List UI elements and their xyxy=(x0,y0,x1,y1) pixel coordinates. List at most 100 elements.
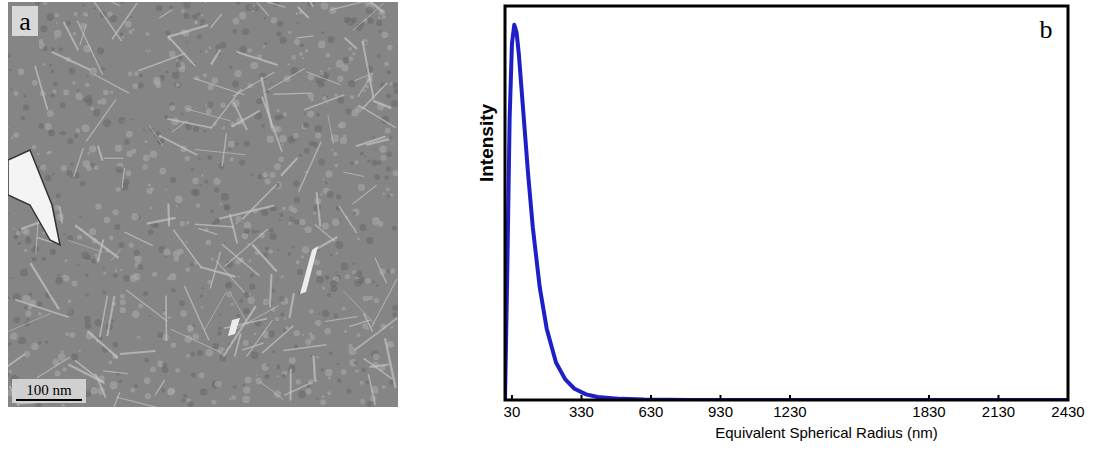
bright-particle xyxy=(8,150,60,245)
grain xyxy=(79,215,82,218)
y-axis-title: Intensity xyxy=(476,104,497,183)
grain xyxy=(348,47,352,51)
grain xyxy=(79,350,81,352)
grain xyxy=(85,323,92,330)
fiber xyxy=(268,69,305,90)
grain xyxy=(345,274,350,279)
grain xyxy=(338,123,343,128)
grain xyxy=(202,288,204,290)
grain xyxy=(282,207,286,211)
grain xyxy=(83,12,88,17)
grain xyxy=(245,376,252,383)
panel-label: a xyxy=(19,7,31,36)
grain xyxy=(20,269,28,277)
fiber xyxy=(304,95,344,110)
x-tick xyxy=(580,395,582,400)
grain xyxy=(356,270,363,277)
fiber xyxy=(366,139,389,145)
x-tick-label: 330 xyxy=(569,403,594,420)
grain xyxy=(159,168,166,175)
grain xyxy=(101,67,105,71)
grain xyxy=(118,379,122,383)
grain xyxy=(233,17,240,24)
grain xyxy=(131,213,139,221)
grain xyxy=(8,53,11,57)
grain xyxy=(86,75,88,77)
grain xyxy=(192,178,199,185)
grain xyxy=(53,90,57,94)
grain xyxy=(366,237,373,244)
grain xyxy=(14,316,21,323)
grain xyxy=(134,71,139,76)
grain xyxy=(14,91,19,96)
grain xyxy=(48,130,55,137)
grain xyxy=(165,189,167,191)
grain xyxy=(168,128,170,130)
grain xyxy=(336,194,341,199)
grain xyxy=(73,32,77,36)
grain xyxy=(18,242,21,245)
grain xyxy=(186,125,192,131)
grain xyxy=(168,316,171,319)
grain xyxy=(280,313,284,317)
grain xyxy=(103,89,109,95)
grain xyxy=(144,377,151,384)
grain xyxy=(310,355,312,357)
fiber xyxy=(284,345,327,351)
grain xyxy=(256,98,262,104)
fiber xyxy=(339,206,357,234)
grain xyxy=(120,299,126,305)
grain xyxy=(393,82,399,88)
grain xyxy=(122,36,125,39)
grain xyxy=(132,29,135,32)
grain xyxy=(318,80,325,87)
grain xyxy=(262,363,269,370)
grain xyxy=(67,170,72,175)
grain xyxy=(392,312,397,317)
grain xyxy=(294,197,300,203)
grain xyxy=(138,304,143,309)
grain xyxy=(392,345,394,347)
grain xyxy=(23,104,29,110)
grain xyxy=(392,226,397,231)
grain xyxy=(352,212,356,216)
grain xyxy=(271,82,273,84)
grain xyxy=(299,219,305,225)
grain xyxy=(183,394,187,398)
grain xyxy=(320,399,326,405)
grain xyxy=(354,160,358,164)
fiber xyxy=(358,105,395,127)
grain xyxy=(176,205,178,207)
fiber xyxy=(242,343,264,350)
grain xyxy=(329,7,336,14)
fiber xyxy=(200,267,235,277)
grain xyxy=(38,312,42,316)
fiber xyxy=(290,369,292,401)
grain xyxy=(347,18,355,26)
fiber xyxy=(75,225,118,258)
grain xyxy=(134,384,138,388)
fiber xyxy=(211,50,220,65)
grain xyxy=(268,331,275,338)
grain xyxy=(335,241,343,249)
grain xyxy=(187,401,193,407)
grain xyxy=(77,234,82,239)
grain xyxy=(387,195,390,198)
grain xyxy=(297,22,299,24)
grain xyxy=(242,383,245,386)
grain xyxy=(107,11,112,16)
grain xyxy=(288,252,292,256)
grain xyxy=(309,332,312,335)
grain xyxy=(176,62,181,67)
grain xyxy=(387,45,393,51)
grain xyxy=(377,54,381,58)
fiber xyxy=(233,72,275,96)
fiber xyxy=(247,320,273,356)
grain xyxy=(126,131,133,138)
grain xyxy=(56,193,61,198)
grain xyxy=(133,273,141,281)
fiber xyxy=(60,207,62,223)
fiber xyxy=(223,306,256,356)
grain xyxy=(225,282,232,289)
grain xyxy=(60,102,66,108)
